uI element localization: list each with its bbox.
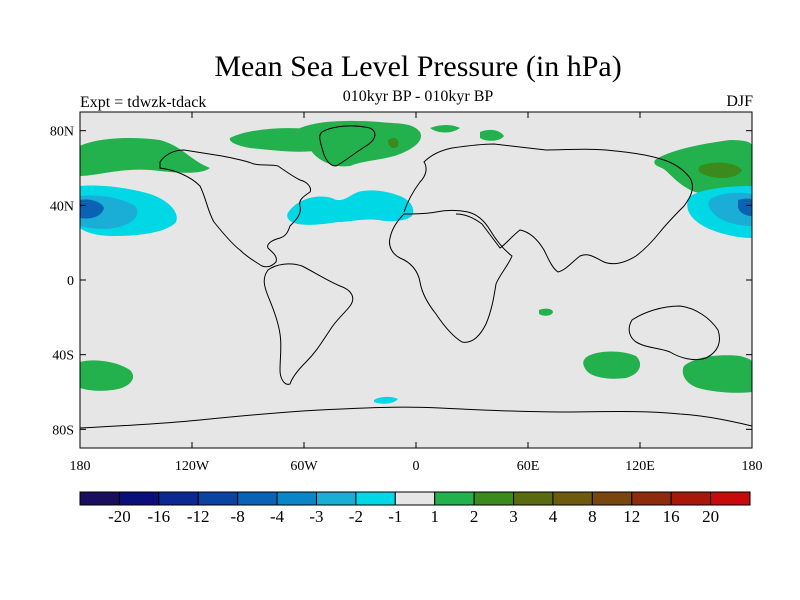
- colorbar-swatch: [197, 491, 239, 506]
- anomaly-region: [374, 396, 398, 404]
- colorbar-swatch: [670, 491, 712, 506]
- colorbar-swatch: [552, 491, 593, 506]
- anomaly-region: [480, 129, 504, 141]
- chart-title: Mean Sea Level Pressure (in hPa): [214, 50, 622, 83]
- colorbar-swatch: [276, 491, 317, 506]
- colorbar-label: -1: [388, 507, 402, 526]
- colorbar-swatch: [315, 491, 357, 506]
- colorbar-swatch: [237, 491, 278, 506]
- lat-tick-label: 40N: [50, 199, 74, 214]
- anomaly-region: [682, 355, 752, 393]
- anomaly-region: [539, 308, 553, 316]
- colorbar-swatch: [434, 491, 475, 506]
- anomaly-region: [80, 360, 134, 391]
- colorbar-label: 12: [623, 507, 640, 526]
- colorbar-swatch: [591, 491, 633, 506]
- anomaly-region: [698, 162, 742, 178]
- colorbar-swatch: [710, 491, 751, 506]
- colorbar-swatch: [118, 491, 160, 506]
- season-label: DJF: [726, 93, 753, 110]
- colorbar-label: -4: [270, 507, 285, 526]
- lon-tick-label: 120E: [625, 459, 655, 474]
- colorbar-label: 20: [702, 507, 719, 526]
- anomaly-region: [80, 199, 104, 219]
- anomaly-region: [738, 198, 752, 216]
- anomaly-region: [287, 190, 414, 225]
- lon-tick-label: 0: [413, 459, 420, 474]
- colorbar: -20 -16 -12 -8 -4 -3 -2 -1 1 2 3 4 8 12 16 20: [79, 491, 751, 526]
- coastline-eurasia: [403, 143, 693, 273]
- experiment-label: Expt = tdwzk-tdack: [80, 94, 207, 111]
- coastline-north-america: [159, 149, 311, 268]
- colorbar-label: 1: [430, 507, 439, 526]
- colorbar-swatch: [158, 491, 199, 506]
- colorbar-label: -3: [309, 507, 323, 526]
- colorbar-label: -2: [349, 507, 363, 526]
- anomaly-fields: [80, 120, 752, 404]
- lon-tick-label: 180: [70, 459, 91, 474]
- chart-subtitle: 010kyr BP - 010kyr BP: [342, 88, 494, 105]
- lat-tick-label: 80N: [50, 125, 74, 140]
- lat-tick-label: 0: [67, 274, 74, 289]
- colorbar-swatch: [473, 491, 515, 506]
- anomaly-region: [583, 351, 641, 379]
- anomaly-region: [298, 120, 421, 167]
- colorbar-swatch: [394, 491, 436, 506]
- colorbar-swatch: [79, 491, 120, 506]
- anomaly-region: [80, 138, 210, 176]
- colorbar-label: -20: [108, 507, 131, 526]
- colorbar-label: 8: [588, 507, 597, 526]
- colorbar-label: -12: [187, 507, 210, 526]
- coastline-antarctica: [80, 406, 752, 429]
- lon-tick-label: 120W: [175, 459, 210, 474]
- lon-tick-label: 180: [742, 459, 763, 474]
- lon-tick-label: 60W: [290, 459, 318, 474]
- lon-tick-label: 60E: [517, 459, 540, 474]
- colorbar-swatch: [355, 491, 396, 506]
- colorbar-swatch: [631, 491, 672, 506]
- colorbar-swatch: [513, 491, 554, 506]
- coastline-australia: [628, 305, 720, 361]
- lat-tick-label: 40S: [52, 349, 74, 364]
- anomaly-region: [430, 125, 460, 133]
- colorbar-label: 3: [509, 507, 518, 526]
- coastline-south-america: [263, 263, 354, 385]
- colorbar-label: -16: [147, 507, 170, 526]
- coastline-eurasia-africa: [389, 210, 513, 343]
- lat-tick-label: 80S: [52, 423, 74, 438]
- colorbar-label: -8: [231, 507, 245, 526]
- colorbar-label: 16: [663, 507, 680, 526]
- coastline-greenland: [319, 125, 376, 167]
- coastlines: [80, 125, 752, 429]
- longitude-axis: 180 120W 60W 0 60E 120E 180: [70, 112, 763, 474]
- colorbar-label: 4: [549, 507, 558, 526]
- colorbar-label: 2: [470, 507, 479, 526]
- latitude-axis: 80N 40N 0 40S 80S: [50, 125, 752, 438]
- anomaly-region: [388, 138, 399, 148]
